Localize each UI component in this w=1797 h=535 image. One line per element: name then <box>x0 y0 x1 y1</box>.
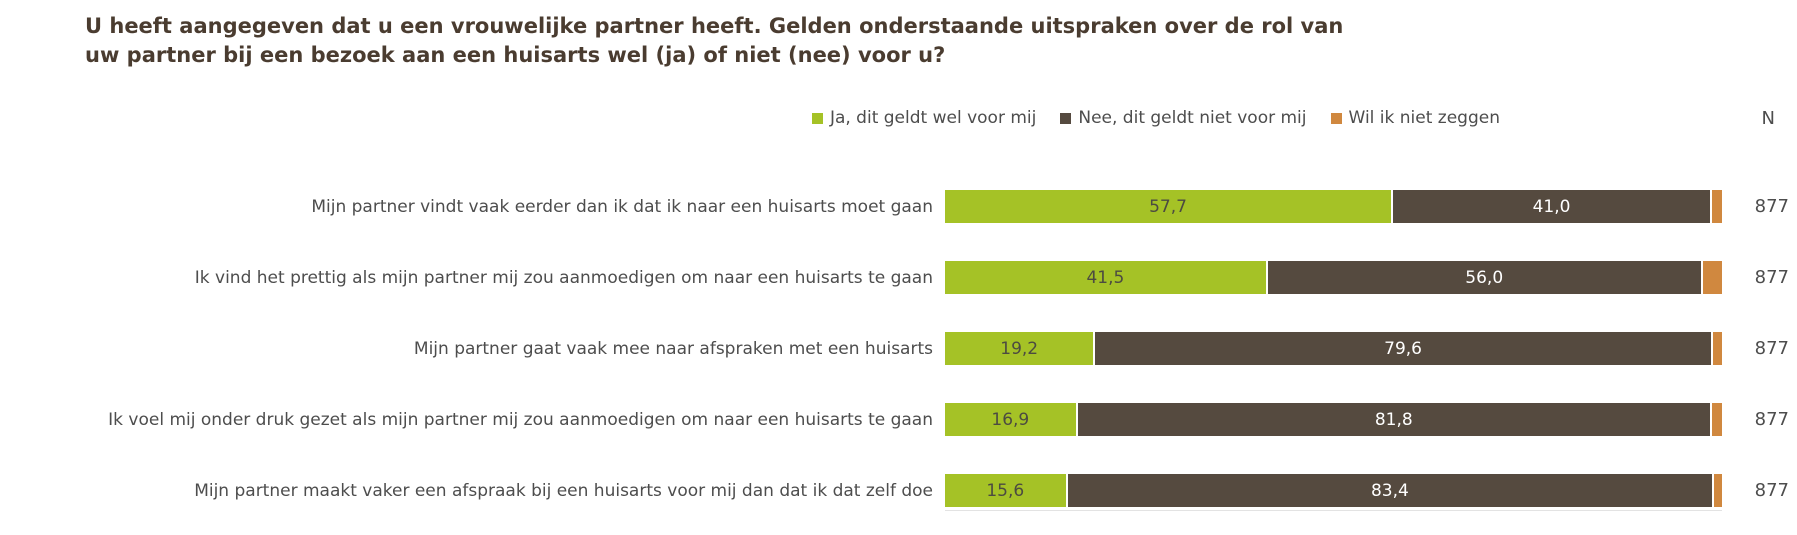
legend-label: Ja, dit geldt wel voor mij <box>829 108 1037 128</box>
bar-row: Mijn partner vindt vaak eerder dan ik da… <box>0 171 1797 242</box>
bar-segment-wil-niet-zeggen <box>1711 403 1722 436</box>
bar-segment-wil-niet-zeggen <box>1702 261 1722 294</box>
legend-items: Ja, dit geldt wel voor mij Nee, dit geld… <box>811 108 1500 128</box>
bar-segment-ja: 19,2 <box>945 332 1094 365</box>
legend-item-wil-niet-zeggen: Wil ik niet zeggen <box>1330 108 1500 128</box>
bar-segment-nee: 83,4 <box>1067 474 1713 507</box>
legend-swatch <box>1060 112 1072 124</box>
bar-segment-nee: 81,8 <box>1077 403 1710 436</box>
category-label: Ik voel mij onder druk gezet als mijn pa… <box>108 409 933 430</box>
category-label: Mijn partner maakt vaker een afspraak bi… <box>194 480 933 501</box>
bar-row: Ik voel mij onder druk gezet als mijn pa… <box>0 384 1797 455</box>
n-value: 877 <box>1754 338 1789 359</box>
bar-track: 16,9 81,8 <box>945 403 1722 436</box>
bar-segment-ja: 15,6 <box>945 474 1066 507</box>
bar-segment-wil-niet-zeggen <box>1711 190 1722 223</box>
chart-title: U heeft aangegeven dat u een vrouwelijke… <box>85 14 1344 67</box>
legend-item-ja: Ja, dit geldt wel voor mij <box>811 108 1037 128</box>
legend-label: Wil ik niet zeggen <box>1348 108 1500 128</box>
n-value: 877 <box>1754 267 1789 288</box>
category-label: Mijn partner vindt vaak eerder dan ik da… <box>311 196 933 217</box>
bar-value-label: 56,0 <box>1465 267 1504 288</box>
bar-segment-ja: 57,7 <box>945 190 1392 223</box>
bar-track: 15,6 83,4 <box>945 474 1722 507</box>
legend-swatch <box>811 112 823 124</box>
bar-segment-ja: 41,5 <box>945 261 1266 294</box>
category-label: Mijn partner gaat vaak mee naar afsprake… <box>413 338 933 359</box>
bar-segment-wil-niet-zeggen <box>1714 474 1722 507</box>
legend-label: Nee, dit geldt niet voor mij <box>1078 108 1307 128</box>
bar-segment-nee: 41,0 <box>1393 190 1710 223</box>
bar-value-label: 16,9 <box>991 409 1030 430</box>
bar-value-label: 83,4 <box>1370 480 1409 501</box>
bar-value-label: 81,8 <box>1374 409 1413 430</box>
category-label: Ik vind het prettig als mijn partner mij… <box>194 267 933 288</box>
bar-value-label: 15,6 <box>986 480 1025 501</box>
n-value: 877 <box>1754 196 1789 217</box>
bar-segment-nee: 56,0 <box>1267 261 1701 294</box>
bar-row: Mijn partner maakt vaker een afspraak bi… <box>0 455 1797 526</box>
n-value: 877 <box>1754 480 1789 501</box>
bar-value-label: 41,5 <box>1086 267 1125 288</box>
legend-item-nee: Nee, dit geldt niet voor mij <box>1060 108 1307 128</box>
bar-track: 19,2 79,6 <box>945 332 1722 365</box>
bar-value-label: 19,2 <box>1000 338 1039 359</box>
bar-row: Ik vind het prettig als mijn partner mij… <box>0 242 1797 313</box>
bar-segment-nee: 79,6 <box>1095 332 1711 365</box>
legend-swatch <box>1330 112 1342 124</box>
bar-rows: Mijn partner vindt vaak eerder dan ik da… <box>0 171 1797 526</box>
bar-value-label: 79,6 <box>1384 338 1422 359</box>
n-value: 877 <box>1754 409 1789 430</box>
bar-row: Mijn partner gaat vaak mee naar afsprake… <box>0 313 1797 384</box>
n-column-header: N <box>1761 108 1775 129</box>
bar-value-label: 57,7 <box>1149 196 1187 217</box>
axis-baseline <box>945 510 1722 511</box>
bar-segment-ja: 16,9 <box>945 403 1076 436</box>
bar-track: 41,5 56,0 <box>945 261 1722 294</box>
bar-value-label: 41,0 <box>1532 196 1571 217</box>
legend: Ja, dit geldt wel voor mij Nee, dit geld… <box>0 108 1797 134</box>
bar-track: 57,7 41,0 <box>945 190 1722 223</box>
bar-segment-wil-niet-zeggen <box>1712 332 1722 365</box>
